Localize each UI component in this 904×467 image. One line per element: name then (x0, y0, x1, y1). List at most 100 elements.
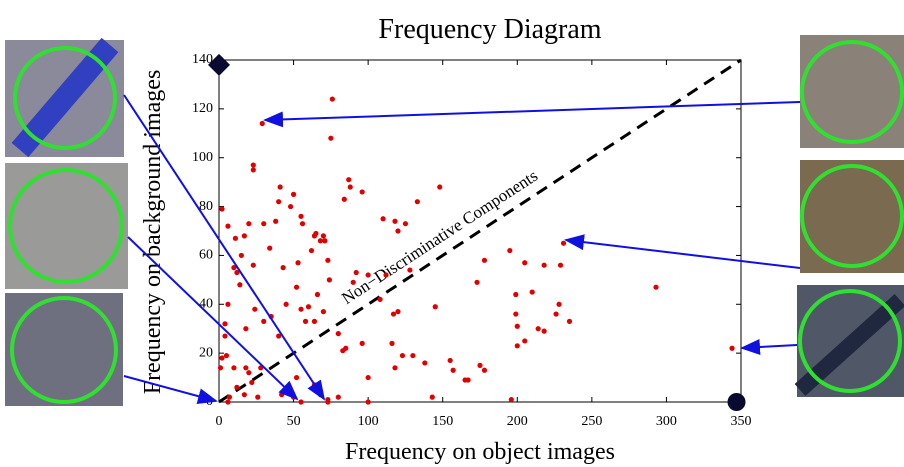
point (335, 331, 341, 337)
thumbnail-circle (800, 40, 904, 144)
point-diamond (208, 53, 230, 76)
x-tick-label: 150 (432, 414, 453, 429)
point (320, 233, 326, 239)
point (560, 240, 567, 246)
point (353, 269, 359, 276)
point (293, 374, 300, 381)
point (513, 311, 519, 317)
point (541, 328, 547, 334)
point (273, 218, 279, 224)
thumbnail (5, 163, 128, 289)
point (223, 352, 230, 359)
point (377, 296, 383, 302)
point (298, 399, 304, 405)
y-tick-label: 80 (199, 199, 213, 214)
point-circle (727, 393, 746, 411)
point (252, 306, 258, 312)
point (566, 318, 573, 324)
arrow (740, 339, 798, 356)
point (298, 306, 304, 312)
thumbnails (5, 35, 904, 406)
point (508, 396, 514, 403)
point (553, 311, 559, 317)
point (390, 311, 397, 317)
point (277, 184, 283, 190)
arrows (123, 94, 801, 404)
point (280, 265, 286, 271)
point (302, 318, 309, 324)
point (432, 304, 438, 310)
thumbnail (5, 293, 123, 406)
point (231, 265, 237, 271)
point (653, 284, 659, 290)
x-tick-label: 50 (287, 414, 301, 429)
point (246, 221, 252, 227)
x-tick-label: 0 (216, 414, 223, 429)
point (234, 269, 240, 276)
y-tick-label: 140 (192, 52, 213, 67)
point (514, 343, 520, 349)
point (392, 365, 398, 371)
point (477, 362, 483, 368)
point (346, 177, 352, 183)
point (481, 367, 488, 373)
point (261, 318, 267, 324)
point (359, 340, 365, 346)
point (556, 301, 562, 307)
point (261, 221, 267, 227)
x-tick-label: 350 (731, 414, 752, 429)
point (365, 374, 371, 381)
point (481, 257, 488, 263)
y-tick-label: 120 (192, 101, 213, 116)
point (225, 399, 231, 405)
x-tick-label: 250 (581, 414, 602, 429)
thumbnail-circle (10, 296, 118, 404)
point (343, 345, 349, 351)
arrow (123, 375, 218, 404)
point (395, 228, 401, 234)
thumbnail (800, 160, 904, 273)
point (399, 352, 406, 359)
point (347, 184, 353, 190)
x-tick-label: 300 (656, 414, 677, 429)
point (295, 260, 301, 266)
point (311, 318, 318, 324)
point (522, 260, 528, 266)
point (729, 345, 735, 351)
point (276, 199, 282, 205)
point (234, 384, 240, 390)
y-tick-label: 60 (199, 248, 213, 263)
thumbnail (800, 35, 904, 148)
point (320, 309, 326, 315)
point (250, 167, 256, 173)
point (557, 262, 564, 268)
point (383, 272, 389, 278)
x-tick-label: 200 (507, 414, 528, 429)
point (308, 247, 315, 254)
point (317, 238, 324, 244)
y-axis-label: Frequency on background images (140, 70, 166, 395)
point (392, 218, 398, 224)
point (249, 379, 255, 386)
arrow (263, 101, 801, 128)
point (365, 272, 371, 278)
point (241, 392, 247, 398)
point (437, 184, 443, 190)
point (507, 247, 513, 254)
point (410, 352, 416, 359)
point (250, 262, 256, 268)
point (522, 338, 528, 344)
arrow (564, 234, 801, 269)
point (422, 360, 428, 366)
point (314, 291, 321, 298)
point (328, 135, 334, 141)
point (350, 279, 356, 285)
point (287, 203, 294, 210)
point (407, 267, 413, 273)
y-tick-label: 100 (192, 150, 213, 165)
point (259, 120, 265, 127)
point (450, 367, 456, 373)
thumbnail-detail (794, 294, 904, 396)
point (329, 96, 335, 102)
